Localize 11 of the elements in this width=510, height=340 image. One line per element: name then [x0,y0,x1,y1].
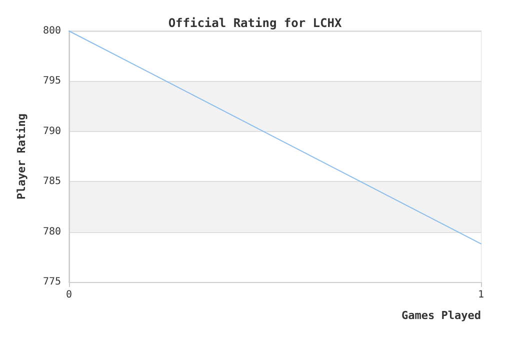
y-tick-label: 780 [42,226,61,238]
y-axis-title: Player Rating [15,113,28,200]
y-tick-label: 785 [42,176,61,188]
y-tick-label: 790 [42,126,61,137]
x-tick-label: 0 [66,290,72,300]
x-tick-label: 1 [478,290,484,300]
x-axis-title: Games Played [402,309,481,322]
chart-title: Official Rating for LCHX [168,16,342,30]
y-tick-label: 795 [42,76,61,87]
y-tick-label: 800 [42,26,61,36]
y-tick-label: 775 [42,276,61,288]
